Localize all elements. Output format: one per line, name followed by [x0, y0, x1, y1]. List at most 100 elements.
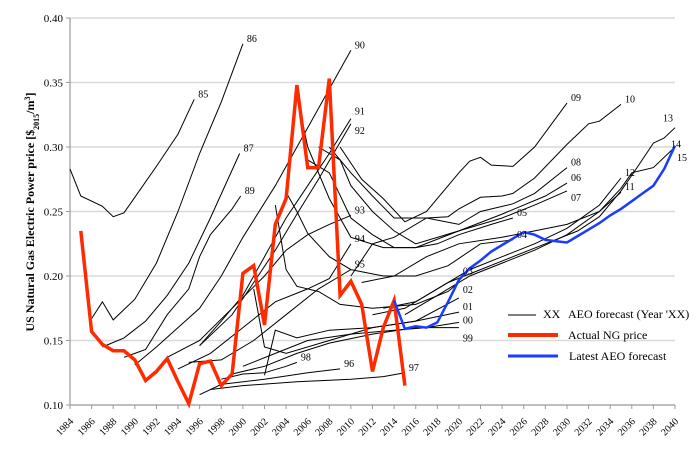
series-labels: 85 86 87 89 90 91 92 93 94 95 96 97 98 99 00 01 02 03 04 05…: [198, 34, 687, 374]
forecast-line-90: [134, 50, 352, 366]
forecast-label-93: 93: [355, 205, 365, 216]
x-tick-label: 1998: [205, 416, 227, 438]
forecast-label-14: 14: [671, 140, 681, 151]
forecast-line-12: [372, 177, 622, 316]
forecast-line-09: [339, 102, 568, 223]
forecast-label-01: 01: [463, 302, 473, 313]
forecast-label-11: 11: [625, 182, 635, 193]
x-tick-label: 2012: [357, 416, 379, 438]
forecast-label-02: 02: [463, 285, 473, 296]
forecast-line-04: [285, 191, 513, 277]
forecast-label-94: 94: [355, 234, 365, 245]
y-tick-label: 0.30: [44, 142, 64, 154]
x-tick-label: 2040: [659, 416, 681, 438]
forecast-line-89: [123, 195, 242, 358]
x-tick-label: 2030: [551, 416, 573, 438]
forecast-label-05: 05: [517, 208, 527, 219]
forecast-label-03: 03: [463, 266, 473, 277]
y-tick-label: 0.20: [44, 271, 64, 283]
forecast-line-85: [69, 99, 195, 218]
x-tick-label: 2022: [465, 416, 487, 438]
gridlines: [70, 17, 675, 342]
x-tick-label: 2000: [227, 416, 249, 438]
forecast-label-07: 07: [571, 193, 581, 204]
forecast-line-08: [328, 146, 568, 225]
x-tick-label: 2006: [292, 416, 314, 438]
y-tick-label: 0.15: [44, 336, 64, 348]
x-tick-label: 1994: [162, 416, 184, 438]
y-tick-label: 0.10: [44, 400, 64, 412]
x-tick-label: 2010: [335, 416, 357, 438]
forecast-label-06: 06: [571, 173, 581, 184]
y-tick-label: 0.35: [44, 78, 64, 90]
x-tick-label: 1988: [97, 416, 119, 438]
forecast-line-94: [177, 243, 352, 370]
x-tick-label: 2016: [400, 416, 422, 438]
forecast-label-99: 99: [463, 334, 473, 345]
forecast-label-91: 91: [355, 107, 365, 118]
forecast-line-02: [264, 297, 460, 376]
forecast-label-12: 12: [625, 168, 635, 179]
forecast-line-97: [210, 372, 405, 390]
latest-forecast-line: [392, 145, 677, 331]
forecast-line-96: [199, 368, 341, 396]
series-group: [69, 43, 677, 409]
x-tick-label: 2024: [486, 416, 508, 438]
x-tick-label: 2018: [422, 416, 444, 438]
x-tick-label: 2036: [616, 416, 638, 438]
forecast-line-99: [231, 327, 459, 375]
forecast-label-96: 96: [344, 359, 354, 370]
forecast-label-86: 86: [247, 34, 257, 45]
forecast-label-90: 90: [355, 40, 365, 51]
x-tick-label: 1984: [54, 416, 76, 438]
x-tick-label: 2032: [573, 416, 595, 438]
legend-label-actual: Actual NG price: [568, 328, 647, 342]
legend-label-forecast: AEO forecast (Year 'XX): [568, 307, 689, 321]
x-tick-label: 2014: [378, 416, 400, 438]
forecast-line-06: [307, 159, 568, 249]
forecast-line-13: [383, 127, 676, 309]
forecast-label-87: 87: [244, 143, 254, 154]
forecast-line-86: [91, 43, 244, 321]
forecast-label-08: 08: [571, 158, 581, 169]
forecast-line-98: [221, 361, 298, 380]
x-tick-label: 1992: [141, 416, 163, 438]
legend-label-latest: Latest AEO forecast: [569, 349, 667, 363]
forecast-label-97: 97: [409, 363, 419, 374]
forecast-line-92: [199, 123, 352, 347]
forecast-label-95: 95: [355, 260, 365, 271]
forecast-label-13: 13: [663, 114, 673, 125]
actual-price-line: [79, 78, 407, 409]
forecast-label-89: 89: [245, 186, 255, 197]
x-tick-label: 1986: [76, 416, 98, 438]
x-tick-label: 2002: [249, 416, 271, 438]
forecast-line-07: [318, 146, 568, 245]
legend: XX AEO forecast (Year 'XX) Actual NG pri…: [508, 307, 689, 363]
forecast-line-93: [166, 214, 352, 358]
forecast-label-98: 98: [301, 352, 311, 363]
x-tick-label: 2038: [638, 416, 660, 438]
forecast-label-85: 85: [198, 89, 208, 100]
x-tick-label: 1996: [184, 416, 206, 438]
x-tick-label: 2004: [270, 416, 292, 438]
forecast-line-87: [102, 153, 241, 348]
x-tick-label: 1990: [119, 416, 141, 438]
forecast-label-09: 09: [571, 93, 581, 104]
legend-marker-forecast: XX: [543, 307, 561, 321]
x-tick-label: 2008: [313, 416, 335, 438]
x-tick-label: 2026: [508, 416, 530, 438]
x-tick-label: 2028: [530, 416, 552, 438]
forecast-label-10: 10: [625, 94, 635, 105]
y-axis-label: US Natural Gas Electric Power price [$20…: [23, 92, 41, 331]
y-tick-label: 0.40: [44, 13, 64, 25]
x-tick-label: 2020: [443, 416, 465, 438]
forecast-label-92: 92: [355, 126, 365, 137]
y-tick-label: 0.25: [44, 207, 64, 219]
forecast-label-00: 00: [463, 315, 473, 326]
forecast-label-15: 15: [677, 153, 687, 164]
forecast-label-04: 04: [517, 230, 527, 241]
forecast-line-11: [361, 191, 622, 283]
forecast-line-10: [350, 104, 622, 277]
x-tick-label: 2034: [594, 416, 616, 438]
